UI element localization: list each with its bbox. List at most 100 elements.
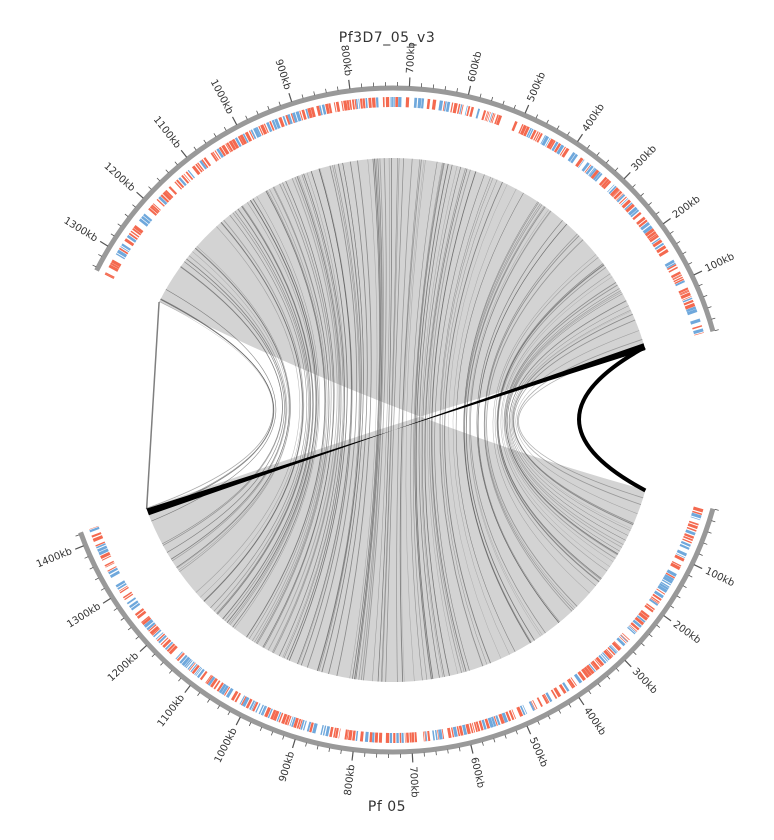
synteny-line (216, 210, 310, 614)
top-tick (502, 100, 505, 105)
synteny-line (469, 209, 549, 636)
bottom-gene-segment (188, 662, 196, 671)
synteny-line (306, 165, 358, 668)
synteny-line (178, 246, 291, 571)
bottom-tick (493, 738, 496, 743)
bottom-gene-segment (687, 523, 698, 530)
top-gene-segment (475, 108, 481, 119)
bottom-tick (411, 753, 414, 763)
top-gene-segment (120, 246, 130, 253)
bottom-tick (94, 577, 99, 581)
bottom-gene-segment (124, 593, 134, 601)
synteny-line (477, 223, 568, 623)
bottom-gene-segment (108, 567, 119, 575)
top-gene-segment (491, 113, 496, 124)
bottom-gene-segment (136, 610, 147, 619)
bottom-gene-segment (422, 731, 425, 742)
bottom-gene-segment (603, 649, 613, 660)
top-tick-label: 100kb (703, 251, 736, 274)
top-gene-segment (234, 137, 242, 148)
top-gene-segment (104, 274, 114, 280)
bottom-gene-segment (207, 676, 216, 686)
bottom-tick (711, 520, 716, 523)
bottom-gene-segment (166, 643, 176, 653)
bottom-gene-segment (628, 625, 637, 633)
top-gene-segment (143, 213, 153, 222)
top-gene-segment (685, 306, 697, 313)
bottom-gene-segment (289, 716, 294, 727)
top-gene-segment (203, 157, 212, 167)
top-gene-segment (358, 98, 361, 109)
top-tick (136, 191, 144, 199)
bottom-gene-segment (146, 622, 156, 631)
top-gene-segment (250, 129, 257, 140)
bottom-gene-segment (267, 708, 273, 719)
synteny-line (256, 183, 332, 645)
bottom-gene-segment (562, 682, 570, 692)
bottom-tick (458, 747, 461, 752)
bottom-gene-segment (249, 700, 256, 710)
top-gene-segment (148, 207, 158, 216)
synteny-line (412, 162, 444, 680)
bottom-gene-segment (558, 683, 567, 694)
top-gene-segment (559, 146, 566, 156)
top-gene-segment (328, 103, 333, 114)
bottom-gene-segment (424, 731, 427, 742)
top-gene-segment (216, 148, 224, 158)
bottom-gene-segment (493, 716, 498, 726)
bottom-tick (207, 698, 210, 703)
top-tick (231, 116, 238, 126)
top-gene-segment (511, 121, 518, 132)
bottom-gene-segment (276, 711, 282, 722)
bottom-tick-label: 200kb (671, 619, 703, 646)
bottom-tick (597, 683, 601, 687)
top-gene-segment (533, 131, 539, 141)
top-tick (110, 233, 115, 237)
bottom-gene-segment (674, 554, 685, 562)
top-gene-segment (371, 97, 376, 108)
bottom-gene-segment (600, 653, 608, 662)
top-gene-segment (242, 133, 249, 143)
top-gene-segment (609, 187, 620, 197)
top-tick (467, 85, 472, 95)
bottom-gene-segment (613, 641, 622, 649)
top-gene-segment (351, 99, 355, 110)
top-gene-segment (195, 163, 203, 173)
bottom-gene-segment (465, 723, 471, 735)
bottom-tick (113, 608, 118, 611)
top-gene-segment (199, 160, 208, 170)
synteny-line (385, 158, 404, 682)
top-gene-segment (642, 225, 653, 234)
chromosome-backbones (78, 85, 716, 755)
bottom-gene-segment (670, 562, 681, 571)
top-gene-segment (431, 99, 437, 110)
bottom-gene-segment (627, 626, 636, 635)
synteny-line (448, 184, 508, 659)
bottom-gene-segment (427, 730, 431, 742)
top-tick (256, 110, 259, 115)
top-gene-segment (668, 266, 678, 273)
bottom-gene-segment (618, 636, 627, 644)
synteny-line (272, 175, 341, 654)
bottom-gene-segment (91, 532, 102, 538)
top-tick (535, 114, 539, 119)
synteny-line (263, 182, 334, 649)
top-gene-segment (484, 111, 489, 121)
top-gene-segment (375, 97, 379, 108)
synteny-line (176, 251, 290, 569)
synteny-line (513, 319, 636, 524)
top-gene-segment (392, 97, 394, 108)
top-gene-segment (654, 242, 665, 250)
bottom-gene-segment (690, 516, 701, 521)
bottom-gene-segment (374, 732, 379, 743)
bottom-gene-segment (659, 582, 669, 590)
coordinate-ticks: 100kb 200kb 300kb 400kb 500kb 600kb 700kb 800kb… (35, 42, 736, 798)
top-chromosome-backbone (94, 85, 716, 332)
top-tick (288, 92, 293, 102)
top-gene-segment (341, 101, 344, 112)
top-gene-segment (649, 234, 659, 243)
bottom-gene-segment (692, 510, 703, 516)
top-gene-segment (620, 198, 629, 206)
bottom-gene-segment (447, 727, 452, 739)
bottom-gene-segment (393, 732, 396, 743)
